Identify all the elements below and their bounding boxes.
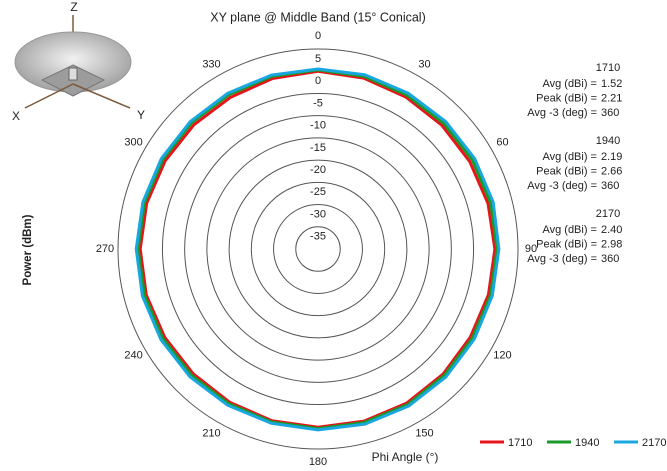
- theta-tick-label: 30: [418, 58, 430, 70]
- grid-ring: [117, 48, 519, 450]
- theta-tick-label: 0: [315, 30, 321, 42]
- r-tick-label: -20: [310, 164, 326, 176]
- traces: [134, 67, 501, 432]
- stats-value: 2.19: [601, 151, 622, 163]
- theta-tick-label: 60: [496, 136, 508, 148]
- grid-ring: [228, 159, 408, 339]
- theta-tick-label: 210: [202, 427, 220, 439]
- axis-z-label: Z: [70, 0, 77, 14]
- stats-label: Peak (dBi) =: [536, 165, 597, 177]
- theta-tick-label: 240: [124, 349, 142, 361]
- theta-tick-label: 150: [415, 427, 433, 439]
- stats-band: 1710: [596, 62, 620, 74]
- grid-ring: [206, 137, 430, 361]
- theta-tick-label: 330: [202, 58, 220, 70]
- stats-value: 2.66: [601, 165, 622, 177]
- r-tick-label: -5: [313, 97, 323, 109]
- axis-y-label: Y: [137, 108, 145, 122]
- axis-x-label: X: [12, 109, 20, 123]
- stats-value: 2.40: [601, 224, 622, 236]
- stats-label: Avg -3 (deg) =: [527, 107, 597, 119]
- stats-value: 360: [601, 253, 619, 265]
- stats-value: 2.98: [601, 238, 622, 250]
- stats-label: Avg -3 (deg) =: [527, 180, 597, 192]
- grid-ring: [161, 92, 475, 406]
- theta-tick-label: 300: [124, 136, 142, 148]
- stats-band: 2170: [596, 208, 620, 220]
- theta-tick-label: 180: [309, 456, 327, 468]
- stats-label: Avg (dBi) =: [542, 224, 597, 236]
- r-tick-label: 0: [315, 75, 321, 87]
- grid-ring: [184, 115, 452, 383]
- chart-title: XY plane @ Middle Band (15° Conical): [210, 10, 426, 24]
- legend-label: 1710: [508, 437, 532, 449]
- stats-label: Avg (dBi) =: [542, 151, 597, 163]
- stats-band: 1940: [596, 135, 620, 147]
- grid-ring: [250, 181, 386, 317]
- theta-tick-label: 90: [525, 243, 537, 255]
- stats-value: 360: [601, 180, 619, 192]
- stats-label: Avg -3 (deg) =: [527, 253, 597, 265]
- r-tick-label: -25: [310, 186, 326, 198]
- stats-label: Avg (dBi) =: [542, 78, 597, 90]
- grid-ring: [273, 204, 363, 294]
- stats-value: 1.52: [601, 78, 622, 90]
- legend-label: 2170: [642, 437, 666, 449]
- polar-grid: 5 0 -5 -10 -15 -20 -25 -30 -35 0 30 60 90 120 150 180 21…: [96, 30, 537, 468]
- stats-label: Peak (dBi) =: [536, 92, 597, 104]
- legend: 1710 1940 2170: [480, 437, 666, 449]
- theta-tick-label: 120: [493, 349, 511, 361]
- grid-ring: [295, 226, 341, 272]
- r-tick-label: -30: [310, 208, 326, 220]
- r-tick-label: 5: [315, 53, 321, 65]
- theta-tick-label: 270: [96, 243, 114, 255]
- stats-label: Peak (dBi) =: [536, 238, 597, 250]
- stats-value: 360: [601, 107, 619, 119]
- r-tick-label: -35: [310, 231, 326, 243]
- stats-panel: 1710 Avg (dBi) = 1.52 Peak (dBi) = 2.21 Avg -…: [527, 62, 622, 265]
- legend-label: 1940: [575, 437, 599, 449]
- trace: [134, 67, 501, 432]
- r-axis-label: Power (dBm): [22, 214, 34, 285]
- stats-value: 2.21: [601, 92, 622, 104]
- r-tick-label: -10: [310, 120, 326, 132]
- orientation-icon: Z X Y: [12, 0, 145, 123]
- r-tick-label: -15: [310, 142, 326, 154]
- theta-axis-label: Phi Angle (°): [372, 450, 439, 464]
